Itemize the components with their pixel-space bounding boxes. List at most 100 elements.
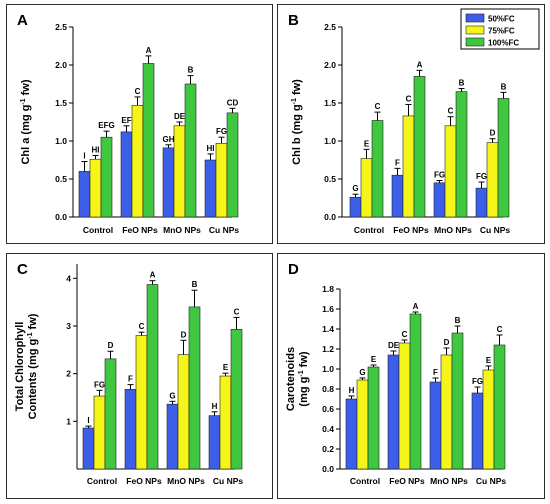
bar [349, 196, 362, 218]
y-axis-title-part: fw) [291, 79, 303, 98]
y-axis-title-superscript: -1 [291, 98, 298, 104]
y-tick-label: 0.8 [322, 384, 334, 394]
significance-letter: B [501, 82, 507, 91]
bar [371, 120, 384, 218]
significance-letter: GH [163, 135, 175, 144]
significance-letter: C [402, 330, 408, 339]
significance-letter: FG [216, 127, 227, 136]
significance-letter: A [150, 271, 156, 280]
bar [131, 104, 144, 218]
significance-letter: C [139, 322, 145, 331]
bar [455, 91, 468, 218]
legend-swatch [465, 25, 485, 35]
bar [440, 354, 453, 470]
y-axis-title: Carotenoids [285, 347, 297, 411]
y-axis-title: Total Chlorophyll [14, 322, 26, 412]
significance-letter: F [128, 375, 133, 384]
significance-letter: C [448, 107, 454, 116]
chart-a: A 0.0 0.5 1.0 1.5 2.0 2.5 Chl a (mg g-1 fw) I HI E… [17, 12, 239, 235]
category-label: MnO NPs [163, 225, 201, 235]
y-axis-title: (mg g-1 fw) [298, 351, 310, 406]
bar [387, 354, 400, 470]
category-label: Cu NPs [213, 476, 244, 486]
bar [398, 342, 411, 470]
bar [162, 147, 175, 218]
significance-letter: I [87, 416, 89, 425]
significance-letter: CD [227, 98, 239, 107]
bar [497, 98, 510, 218]
y-tick-label: 0.4 [322, 424, 334, 434]
y-axis-title-superscript: -1 [27, 332, 34, 338]
panel-c: C 1 2 3 4 Total Chlorophyll Contents (mg g-1 f… [6, 253, 273, 499]
panel-label: B [288, 12, 299, 29]
bar [177, 354, 190, 470]
category-label: Control [354, 225, 384, 235]
significance-letter: E [371, 355, 377, 364]
bar [471, 392, 484, 470]
y-tick-label: 2.5 [55, 22, 67, 32]
y-tick-label: 0.0 [324, 212, 336, 222]
y-tick-label: 1.0 [324, 136, 336, 146]
significance-letter: B [459, 79, 465, 88]
panel-label: C [17, 261, 28, 278]
y-tick-label: 0.0 [322, 464, 334, 474]
y-tick-label: 4 [66, 273, 71, 283]
y-axis-title: Chl a (mg g-1 fw) [20, 79, 32, 164]
bar [173, 125, 186, 218]
y-tick-label: 1 [66, 416, 71, 426]
bar [367, 366, 380, 470]
significance-letter: FG [434, 171, 445, 180]
significance-letter: D [181, 330, 187, 339]
significance-letter: E [223, 363, 229, 372]
bar [100, 136, 113, 218]
significance-letter: I [83, 152, 85, 161]
panel-a: A 0.0 0.5 1.0 1.5 2.0 2.5 Chl a (mg g-1 fw) I HI E… [6, 4, 273, 244]
significance-letter: C [497, 325, 503, 334]
legend-label: 100%FC [488, 39, 519, 48]
significance-letter: FG [94, 380, 105, 389]
y-tick-label: 0.0 [55, 212, 67, 222]
bar [230, 329, 243, 470]
bar [493, 344, 506, 470]
category-label: FeO NPs [126, 476, 162, 486]
panel-label: D [288, 261, 299, 278]
significance-letter: A [417, 60, 423, 69]
y-tick-label: 1.6 [322, 304, 334, 314]
bar [402, 115, 415, 218]
y-tick-label: 0.6 [322, 404, 334, 414]
bar [413, 76, 426, 218]
bar [89, 158, 102, 218]
y-axis-title-part: Chl a (mg g [20, 105, 32, 165]
bar [429, 381, 442, 470]
y-axis-title: Contents (mg g-1 fw) [27, 313, 39, 419]
significance-letter: B [192, 280, 198, 289]
bar [226, 112, 239, 218]
category-label: FeO NPs [393, 225, 429, 235]
significance-letter: F [395, 158, 400, 167]
y-tick-label: 1.0 [322, 364, 334, 374]
significance-letter: E [364, 139, 370, 148]
y-axis-title-part: fw) [27, 313, 39, 332]
bar [184, 83, 197, 218]
y-axis-title-superscript: -1 [298, 370, 305, 376]
significance-letter: EFG [98, 121, 114, 130]
y-axis-title-part: fw) [20, 79, 32, 98]
bar [93, 395, 106, 470]
y-tick-label: 2.5 [324, 22, 336, 32]
bar [208, 415, 221, 470]
y-tick-label: 0.5 [55, 174, 67, 184]
y-tick-label: 1.8 [322, 284, 334, 294]
y-axis-title-part: Chl b (mg g [291, 104, 303, 165]
bar [391, 174, 404, 218]
bar [482, 369, 495, 470]
category-label: Cu NPs [480, 225, 511, 235]
panel-b: B 0.0 0.5 1.0 1.5 2.0 2.5 Chl b (mg g-1 fw) G E C C… [277, 4, 545, 244]
category-label: Control [87, 476, 117, 486]
significance-letter: A [413, 302, 419, 311]
significance-letter: C [234, 307, 240, 316]
category-label: MnO NPs [430, 476, 468, 486]
chart-b: B 0.0 0.5 1.0 1.5 2.0 2.5 Chl b (mg g-1 fw) G E C C… [288, 8, 540, 235]
y-tick-label: 2.0 [324, 60, 336, 70]
bar [360, 158, 373, 218]
y-axis-title-part: (mg g [298, 377, 310, 407]
